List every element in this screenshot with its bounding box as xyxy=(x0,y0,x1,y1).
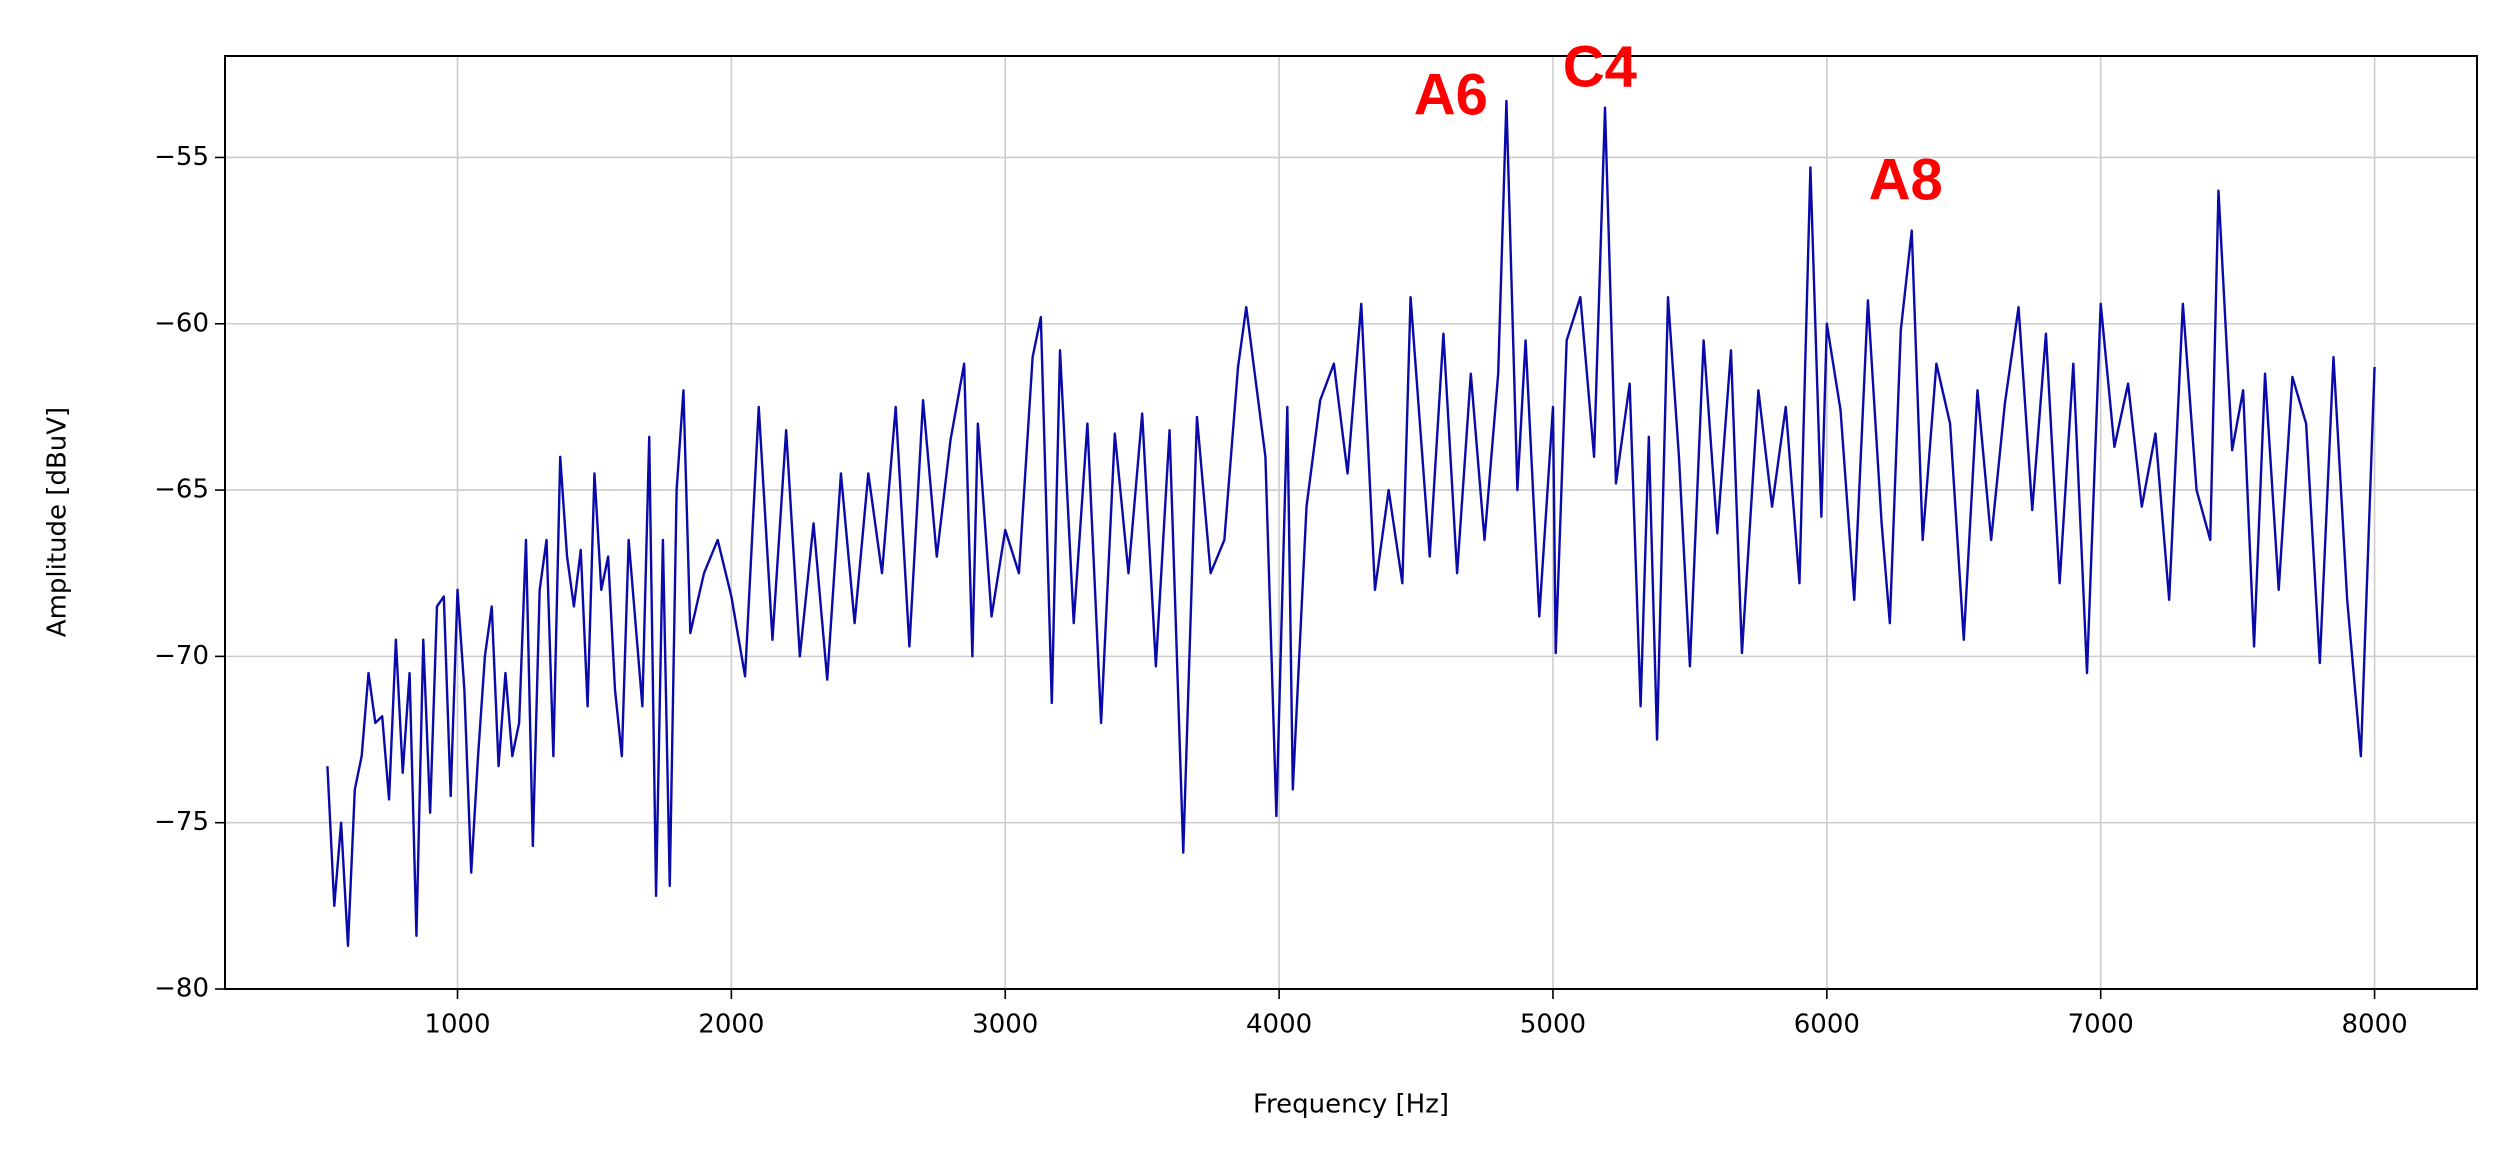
x-tick-label: 6000 xyxy=(1794,1010,1860,1040)
x-tick-label: 3000 xyxy=(972,1010,1038,1040)
annotation: C4 xyxy=(1563,34,1637,99)
x-tick-label: 4000 xyxy=(1246,1010,1312,1040)
annotation: A8 xyxy=(1869,147,1943,212)
x-tick-label: 7000 xyxy=(2068,1010,2134,1040)
y-tick-label: −60 xyxy=(154,308,209,338)
x-tick-label: 2000 xyxy=(698,1010,764,1040)
plot-frame xyxy=(224,55,2478,990)
x-tick-label: 1000 xyxy=(424,1010,490,1040)
x-tick-label: 5000 xyxy=(1520,1010,1586,1040)
x-axis-label: Frequency [Hz] xyxy=(1253,1090,1449,1120)
data-line xyxy=(326,99,2376,947)
y-tick-label: −75 xyxy=(154,807,209,837)
x-tick-label: 8000 xyxy=(2341,1010,2407,1040)
y-axis-label: Amplitude [dBuV] xyxy=(43,407,73,637)
y-tick-label: −70 xyxy=(154,641,209,671)
y-tick-label: −80 xyxy=(154,974,209,1004)
y-tick-label: −65 xyxy=(154,475,209,505)
y-tick-label: −55 xyxy=(154,142,209,172)
annotation: A6 xyxy=(1414,63,1488,128)
